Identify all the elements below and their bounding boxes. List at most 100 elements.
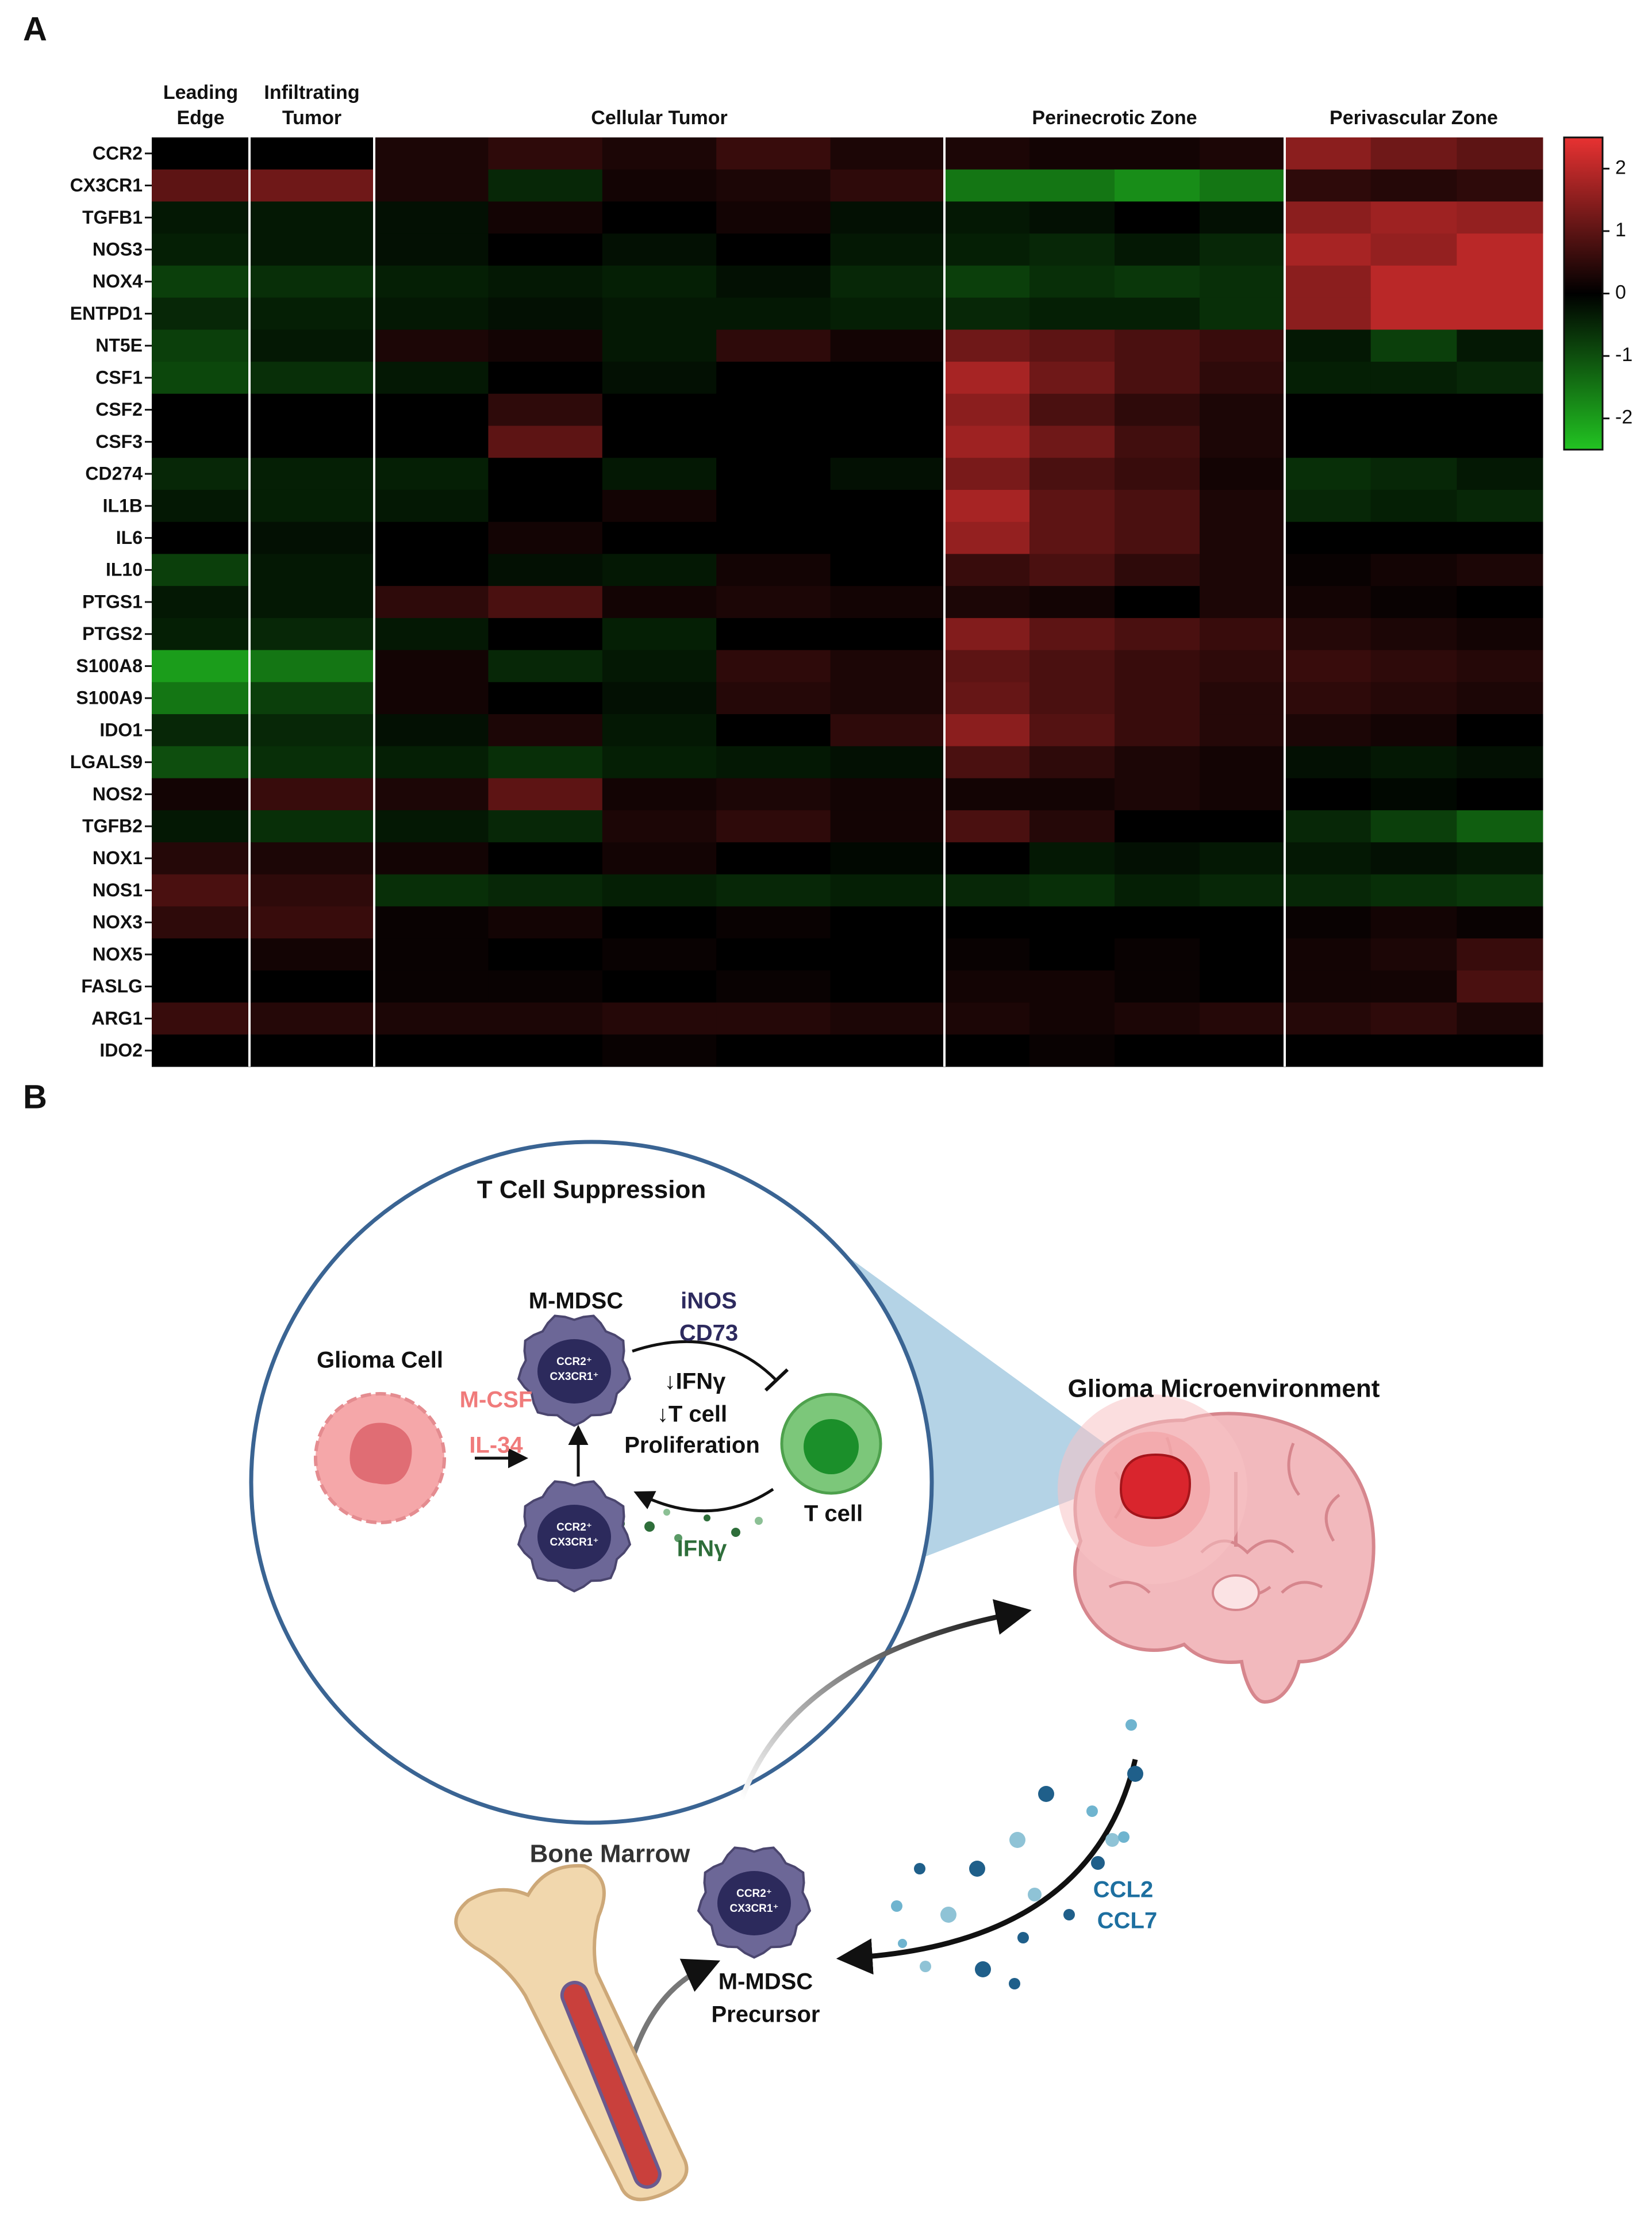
heat-cell <box>602 489 717 523</box>
heat-cell <box>488 1002 603 1035</box>
heat-cell <box>944 778 1030 811</box>
heat-cell <box>1029 746 1115 779</box>
heat-cell <box>488 906 603 939</box>
heat-cell <box>152 1034 250 1067</box>
heat-cell <box>830 137 945 170</box>
heat-cell <box>374 425 489 458</box>
row-label: NOX4 <box>93 271 143 292</box>
ifn-dot <box>731 1528 740 1537</box>
chemokine-dot <box>1009 1832 1025 1848</box>
heat-cell <box>830 522 945 554</box>
heat-cell <box>1115 1002 1200 1035</box>
heat-cell <box>716 650 831 683</box>
colorbar <box>1563 136 1604 451</box>
heat-cell <box>716 874 831 907</box>
heat-cell <box>830 329 945 362</box>
heat-cell <box>152 137 250 170</box>
inhibit-bar <box>764 1368 789 1392</box>
heat-cell <box>716 297 831 330</box>
heat-cell <box>152 650 250 683</box>
heat-cell <box>1200 810 1285 843</box>
heat-cell <box>249 522 375 554</box>
heat-cell <box>944 810 1030 843</box>
heat-cell <box>249 458 375 490</box>
heat-cell <box>716 714 831 747</box>
heat-cell <box>488 393 603 427</box>
heat-cell <box>1200 201 1285 234</box>
region-label: Cellular Tumor <box>591 107 727 129</box>
row-label: LGALS9 <box>70 751 143 772</box>
heat-cell <box>152 233 250 266</box>
heat-cell <box>944 329 1030 362</box>
heat-cell <box>1200 425 1285 458</box>
heat-cell <box>1115 169 1200 202</box>
heat-cell <box>1285 393 1371 427</box>
heat-cell <box>488 778 603 811</box>
marker-label: CCR2⁺ <box>736 1888 772 1900</box>
heat-cell <box>602 201 717 234</box>
heat-cell <box>152 842 250 875</box>
heat-cell <box>1029 522 1115 554</box>
heat-cell <box>602 458 717 490</box>
heat-cell <box>1370 938 1457 971</box>
heat-cell <box>602 842 717 875</box>
heat-cell <box>152 522 250 554</box>
heat-cell <box>1370 618 1457 651</box>
heat-cell <box>830 938 945 971</box>
heat-cell <box>716 425 831 458</box>
heat-cell <box>1115 1034 1200 1067</box>
heat-cell <box>374 458 489 490</box>
heat-cell <box>249 489 375 523</box>
row-label: NOS3 <box>93 239 143 259</box>
heat-cell <box>249 778 375 811</box>
heat-cell <box>1370 425 1457 458</box>
ifn-dot <box>704 1514 710 1521</box>
heat-cell <box>1285 169 1371 202</box>
row-label: NOX5 <box>93 944 143 964</box>
heat-cell <box>602 297 717 330</box>
heat-cell <box>249 618 375 651</box>
heat-cell <box>1370 201 1457 234</box>
heat-cell <box>944 233 1030 266</box>
heat-cell <box>1457 1034 1543 1067</box>
heat-cell <box>944 618 1030 651</box>
heat-cell <box>602 393 717 427</box>
heat-cell <box>1029 233 1115 266</box>
heat-cell <box>249 425 375 458</box>
heat-cell <box>716 938 831 971</box>
heat-cell <box>1200 714 1285 747</box>
heat-cell <box>1200 586 1285 619</box>
heat-cell <box>716 169 831 202</box>
heat-cell <box>249 746 375 779</box>
heat-cell <box>374 874 489 907</box>
colorbar-tick-label: -1 <box>1615 344 1632 366</box>
nucleus <box>537 1339 611 1404</box>
heat-cell <box>1029 938 1115 971</box>
effect-label: ↓T cell <box>657 1402 727 1427</box>
heat-cell <box>1200 842 1285 875</box>
row-label: TGFB2 <box>82 816 143 837</box>
heat-cell <box>249 874 375 907</box>
heat-cell <box>1285 522 1371 554</box>
heat-cell <box>249 393 375 427</box>
heat-cell <box>374 137 489 170</box>
row-label: NOX1 <box>93 848 143 868</box>
heat-cell <box>249 297 375 330</box>
heat-cell <box>1370 489 1457 523</box>
migration-arrow <box>739 1599 1032 1801</box>
heat-cell <box>249 265 375 298</box>
bone <box>454 1864 689 2202</box>
heat-cell <box>830 489 945 523</box>
heat-cell <box>1285 810 1371 843</box>
row-label: CSF1 <box>95 367 143 388</box>
precursor-label: M-MDSC <box>719 1969 813 1995</box>
heat-cell <box>716 842 831 875</box>
heat-cell <box>602 169 717 202</box>
heat-cell <box>830 169 945 202</box>
heat-cell <box>249 362 375 394</box>
heat-cell <box>152 618 250 651</box>
heat-cell <box>1285 842 1371 875</box>
heat-cell <box>1029 1034 1115 1067</box>
heat-cell <box>1029 362 1115 394</box>
